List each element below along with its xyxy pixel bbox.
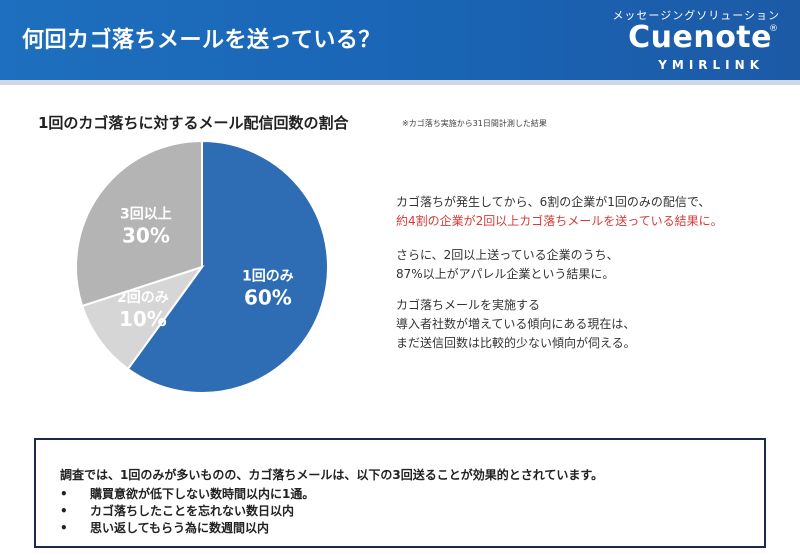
summary-item-text: 思い返してもらう為に数週間以内 [90,521,270,535]
header-divider [0,80,800,85]
pie-slice-value: 30% [122,223,170,247]
pie-slice-label: 3回以上 [120,206,172,222]
pie-slice-value: 10% [119,307,167,331]
description-line: まだ送信回数は比較的少ない傾向が伺える。 [396,336,636,350]
description-highlight-line: 約4割の企業が2回以上カゴ落ちメールを送っている結果に。 [396,214,723,228]
header-banner: 何回カゴ落ちメールを送っている？ メッセージングソリューション Cuenote … [0,0,800,80]
bullet-icon: • [60,504,68,518]
pie-slice-label: 1回のみ [242,268,294,284]
summary-item: • 思い返してもらう為に数週間以内 [60,520,314,537]
summary-item: • カゴ落ちしたことを忘れない数日以内 [60,503,314,520]
brand-registered-mark: ® [769,24,778,34]
description-line: カゴ落ちが発生してから、6割の企業が1回のみの配信で、 [396,195,711,209]
summary-item-text: 購買意欲が低下しない数時間以内に1通。 [90,487,315,501]
chart-note: ※カゴ落ち実施から31日間計測した結果 [402,119,547,128]
brand-subtitle: YMIRLINK [658,58,764,72]
chart-title: 1回のカゴ落ちに対するメール配信回数の割合 [38,114,349,132]
bullet-icon: • [60,521,68,535]
summary-list: • 購買意欲が低下しない数時間以内に1通。 • カゴ落ちしたことを忘れない数日以内 … [60,486,314,537]
description-paragraph-2: さらに、2回以上送っている企業のうち、 87%以上がアパレル企業という結果に。 [396,246,619,284]
summary-item-text: カゴ落ちしたことを忘れない数日以内 [90,504,295,518]
description-paragraph-1: カゴ落ちが発生してから、6割の企業が1回のみの配信で、 約4割の企業が2回以上カ… [396,193,723,231]
summary-box: 調査では、1回のみが多いものの、カゴ落ちメールは、以下の3回送ることが効果的とさ… [34,438,766,548]
bullet-icon: • [60,487,68,501]
description-line: さらに、2回以上送っている企業のうち、 [396,248,619,262]
pie-slice-value: 60% [244,285,292,309]
pie-slice-2 [80,265,205,371]
brand-tagline: メッセージングソリューション [612,9,780,22]
pie-slice-3 [75,140,203,308]
pie-slice-1 [126,140,329,394]
brand-logo: Cuenote [628,20,772,55]
summary-item: • 購買意欲が低下しない数時間以内に1通。 [60,486,314,503]
description-line: カゴ落ちメールを実施する [396,298,541,312]
page-title: 何回カゴ落ちメールを送っている？ [22,28,381,53]
description-line: 導入者社数が増えている傾向にある現在は、 [396,317,636,331]
description-line: 87%以上がアパレル企業という結果に。 [396,267,615,281]
summary-lead: 調査では、1回のみが多いものの、カゴ落ちメールは、以下の3回送ることが効果的とさ… [60,468,604,482]
pie-slice-label: 2回のみ [117,290,169,306]
description-paragraph-3: カゴ落ちメールを実施する 導入者社数が増えている傾向にある現在は、 まだ送信回数… [396,296,636,353]
